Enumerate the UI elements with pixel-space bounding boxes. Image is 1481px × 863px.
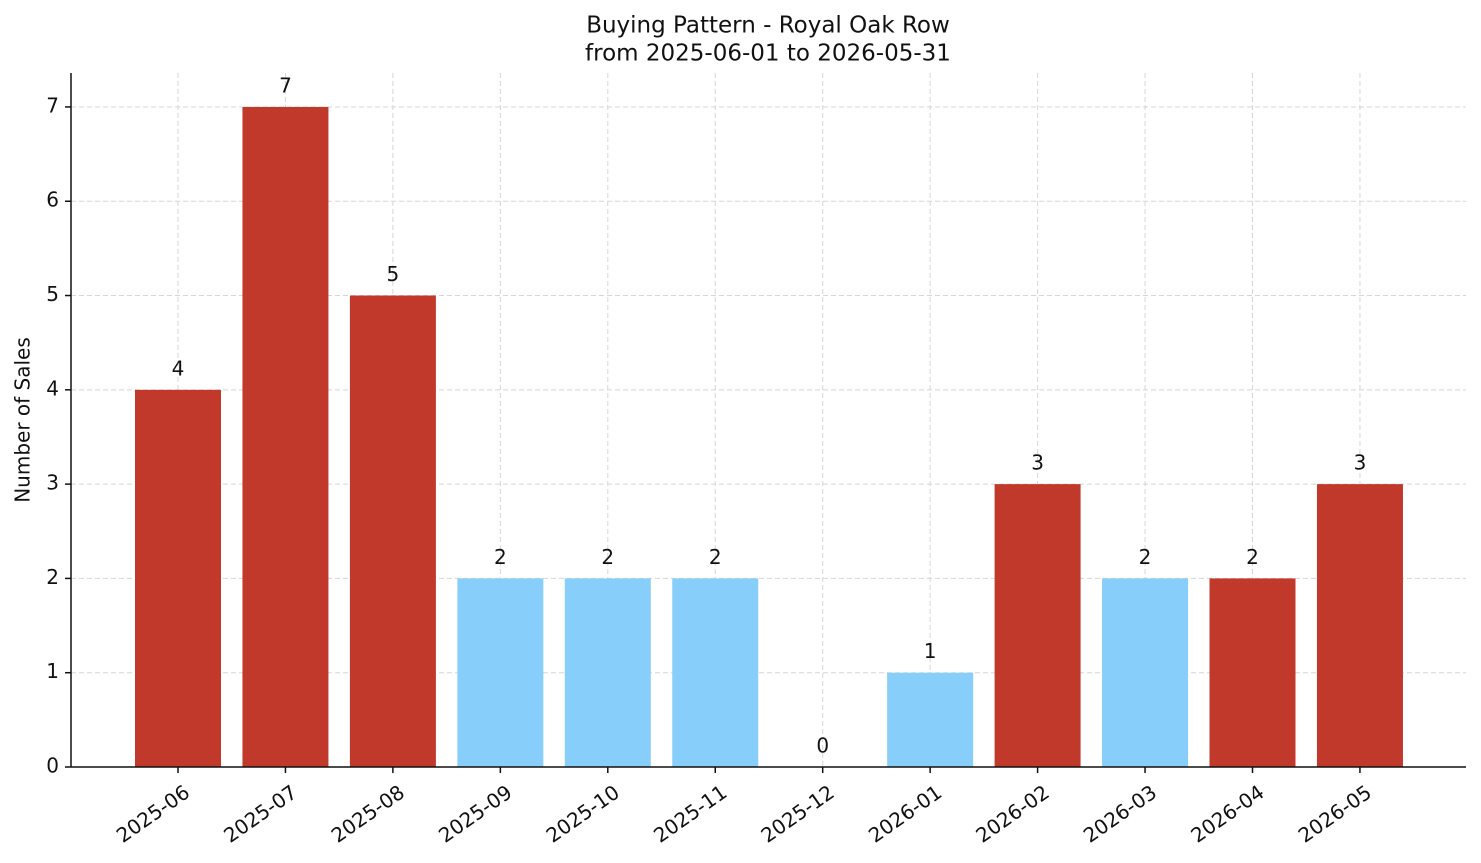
y-tick-label: 7	[46, 93, 59, 117]
bar	[1316, 484, 1403, 767]
value-label: 5	[387, 262, 400, 286]
bar	[457, 578, 544, 767]
x-tick-label: 2026-04	[1186, 780, 1268, 848]
y-tick-label: 6	[46, 188, 59, 212]
value-label: 3	[1031, 451, 1044, 475]
x-tick-label: 2026-02	[971, 780, 1053, 848]
value-label: 7	[279, 73, 292, 97]
bar	[564, 578, 651, 767]
bar	[349, 295, 436, 767]
x-tick-label: 2026-05	[1294, 780, 1376, 848]
value-label: 3	[1354, 451, 1367, 475]
x-tick-label: 2025-07	[219, 780, 301, 848]
y-tick-label: 5	[46, 282, 59, 306]
chart-subtitle: from 2025-06-01 to 2026-05-31	[585, 41, 951, 67]
bar	[887, 672, 974, 767]
bar	[242, 106, 329, 767]
x-tick-label: 2025-10	[542, 780, 624, 848]
bar	[1102, 578, 1189, 767]
value-label: 2	[709, 545, 722, 569]
y-tick-label: 4	[46, 376, 59, 400]
y-tick-label: 2	[46, 565, 59, 589]
x-tick-label: 2025-11	[649, 780, 731, 848]
value-label: 4	[172, 356, 185, 380]
y-tick-label: 3	[46, 471, 59, 495]
value-label: 2	[494, 545, 507, 569]
bar	[1209, 578, 1296, 767]
value-label: 1	[924, 639, 937, 663]
bar	[672, 578, 759, 767]
y-axis-label: Number of Sales	[11, 337, 35, 503]
y-tick-label: 1	[46, 659, 59, 683]
x-tick-label: 2025-08	[327, 780, 409, 848]
x-tick-label: 2026-01	[864, 780, 946, 848]
bar	[135, 389, 221, 767]
chart-title: Buying Pattern - Royal Oak Row	[586, 13, 950, 39]
x-tick-label: 2026-03	[1079, 780, 1161, 848]
value-label: 2	[1139, 545, 1152, 569]
value-label: 2	[1246, 545, 1259, 569]
x-tick-label: 2025-06	[112, 780, 194, 848]
value-label: 0	[816, 734, 829, 758]
x-tick-label: 2025-12	[756, 780, 838, 848]
value-label: 2	[601, 545, 614, 569]
x-tick-label: 2025-09	[434, 780, 516, 848]
bar	[994, 484, 1081, 767]
y-tick-label: 0	[46, 754, 59, 778]
